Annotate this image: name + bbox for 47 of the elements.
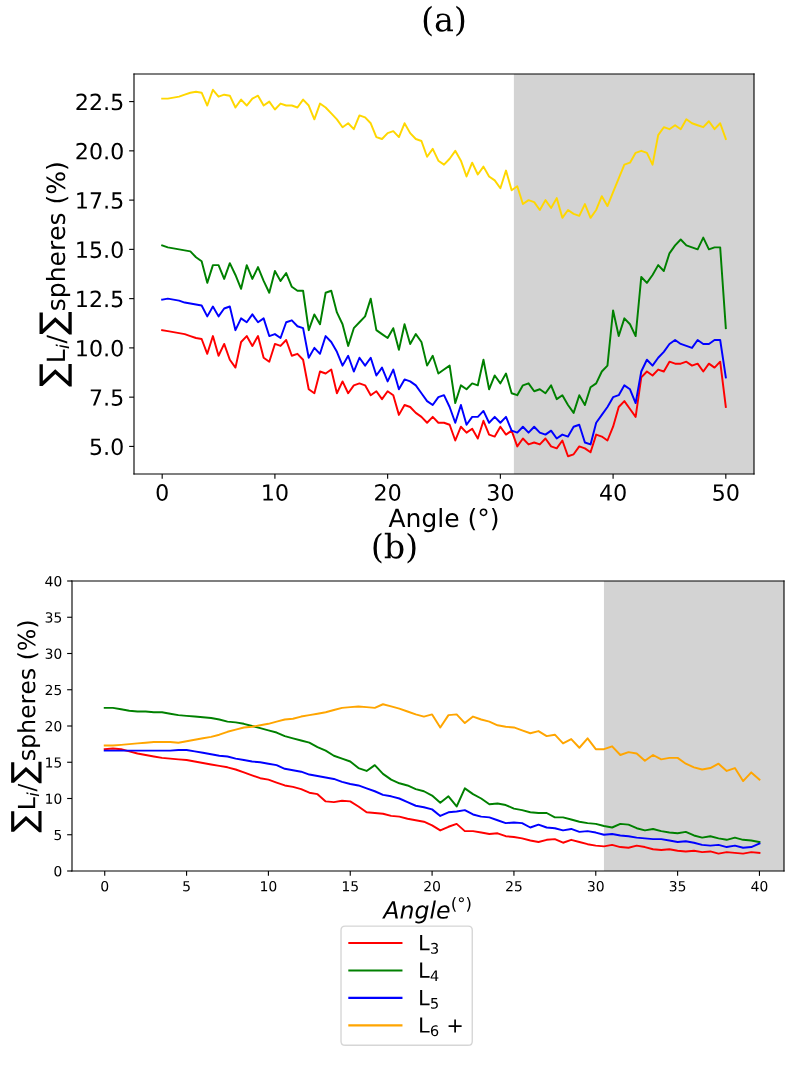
line-series <box>161 329 727 458</box>
x-tick-label: 25 <box>506 880 522 892</box>
x-tick-label: 20 <box>375 484 401 501</box>
y-tick-label: 17.5 <box>77 192 123 209</box>
y-tick-label: 22.5 <box>76 93 123 111</box>
x-axis-title: Angle (°) <box>388 508 498 533</box>
chart-title: (b) <box>373 532 416 564</box>
line-series <box>161 297 727 446</box>
x-tick-label: 30 <box>587 880 604 892</box>
x-axis-title: Angle$^{(°)}$ <box>382 896 471 924</box>
line-series <box>161 88 727 219</box>
line-series <box>103 703 761 783</box>
y-tick-label: 35 <box>45 612 62 623</box>
y-axis-title: ∑L$_{i}$/∑spheres (%) <box>11 621 42 833</box>
y-tick-label: 5.0 <box>90 438 123 456</box>
y-tick-label: 0 <box>54 865 62 877</box>
y-tick-label: 12.5 <box>77 290 123 308</box>
x-tick-label: 15 <box>342 881 358 892</box>
y-tick-label: 30 <box>45 648 62 659</box>
x-tick-label: 35 <box>669 880 686 892</box>
x-tick-label: 30 <box>487 484 514 501</box>
chart-title: (a) <box>423 5 465 37</box>
y-tick-label: 7.5 <box>90 389 123 406</box>
x-tick-label: 40 <box>600 484 626 501</box>
x-tick-label: 50 <box>713 484 739 501</box>
x-tick-label: 40 <box>751 880 768 892</box>
y-tick-label: 25 <box>45 684 62 696</box>
y-tick-label: 40 <box>45 575 62 587</box>
x-tick-label: 10 <box>263 484 288 501</box>
line-series <box>103 706 761 843</box>
legend-label: L$_{6}$ + <box>420 1017 462 1037</box>
x-tick-label: 5 <box>183 881 190 892</box>
legend-label: L$_{3}$ <box>420 935 439 954</box>
legend-label: L$_{5}$ <box>420 989 438 1009</box>
line-series <box>161 236 727 414</box>
x-tick-label: 10 <box>261 880 277 892</box>
y-tick-label: 10 <box>46 793 62 804</box>
legend-label: L$_{4}$ <box>420 962 439 982</box>
y-tick-label: 5 <box>54 829 62 841</box>
x-tick-label: 0 <box>156 484 168 501</box>
y-tick-label: 15 <box>46 757 62 768</box>
y-tick-label: 10.0 <box>77 339 123 357</box>
y-tick-label: 20 <box>45 720 62 732</box>
y-tick-label: 20.0 <box>76 142 123 160</box>
y-tick-label: 15.0 <box>77 241 123 259</box>
x-tick-label: 20 <box>424 880 441 892</box>
y-axis-title: ∑L$_{i}$/∑spheres (%) <box>39 163 72 387</box>
